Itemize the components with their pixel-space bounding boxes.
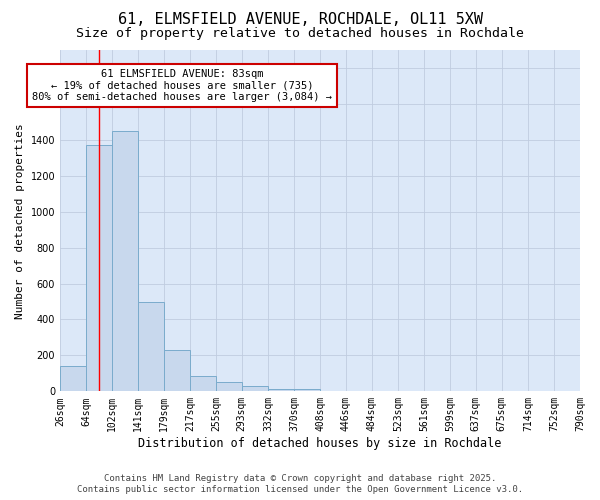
X-axis label: Distribution of detached houses by size in Rochdale: Distribution of detached houses by size … (139, 437, 502, 450)
Text: Contains HM Land Registry data © Crown copyright and database right 2025.
Contai: Contains HM Land Registry data © Crown c… (77, 474, 523, 494)
Bar (216, 382, 242, 392)
Bar (242, 386, 268, 392)
Bar (164, 350, 190, 392)
Bar (190, 376, 216, 392)
Bar (139, 302, 164, 392)
Y-axis label: Number of detached properties: Number of detached properties (15, 123, 25, 318)
Text: 61, ELMSFIELD AVENUE, ROCHDALE, OL11 5XW: 61, ELMSFIELD AVENUE, ROCHDALE, OL11 5XW (118, 12, 482, 28)
Bar (86, 145, 112, 392)
Text: Size of property relative to detached houses in Rochdale: Size of property relative to detached ho… (76, 28, 524, 40)
Bar (268, 388, 294, 392)
Text: 61 ELMSFIELD AVENUE: 83sqm
← 19% of detached houses are smaller (735)
80% of sem: 61 ELMSFIELD AVENUE: 83sqm ← 19% of deta… (32, 69, 332, 102)
Bar (294, 388, 320, 392)
Bar (112, 131, 139, 392)
Bar (60, 366, 86, 392)
